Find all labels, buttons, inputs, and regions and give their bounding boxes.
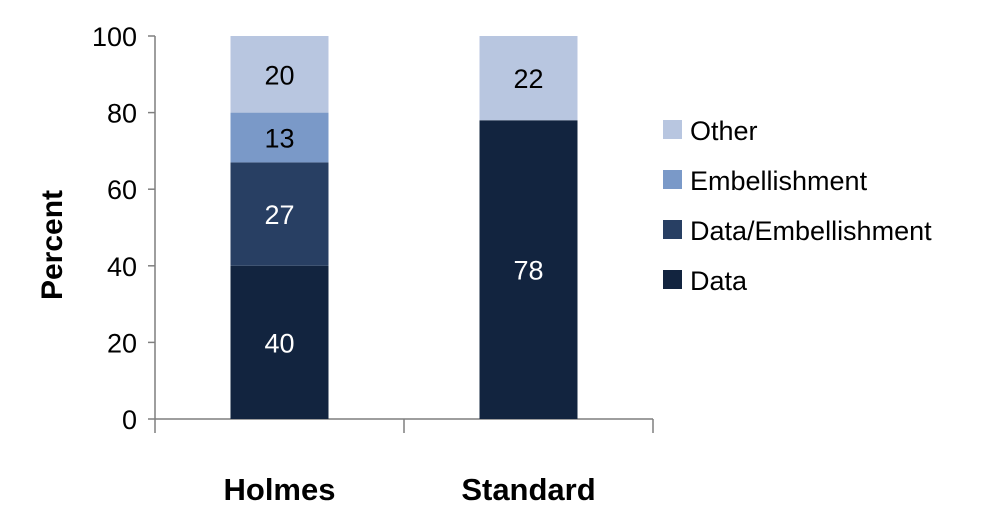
bar-segment bbox=[479, 120, 578, 419]
bar-segment bbox=[479, 36, 578, 121]
y-tick-label: 100 bbox=[92, 22, 137, 52]
y-axis: 0 20 40 60 80 100 bbox=[92, 22, 156, 435]
legend-swatch bbox=[663, 270, 682, 289]
data-label: 13 bbox=[264, 123, 294, 153]
x-axis: Holmes Standard bbox=[154, 418, 654, 507]
legend: Other Embellishment Data/Embellishment Data bbox=[663, 116, 932, 296]
bar-segment bbox=[230, 112, 329, 163]
x-tick-label: Holmes bbox=[224, 472, 336, 507]
y-axis-label: Percent bbox=[36, 190, 69, 300]
bars: 40 27 13 20 78 22 bbox=[230, 36, 578, 419]
legend-label: Data bbox=[690, 266, 748, 296]
legend-swatch bbox=[663, 120, 682, 139]
legend-label: Data/Embellishment bbox=[690, 216, 932, 246]
bar-segment bbox=[230, 36, 329, 113]
y-tick-label: 80 bbox=[107, 99, 137, 129]
bar-segment bbox=[230, 265, 329, 419]
y-tick-label: 0 bbox=[122, 405, 137, 435]
legend-swatch bbox=[663, 220, 682, 239]
y-tick-label: 40 bbox=[107, 252, 137, 282]
data-label: 78 bbox=[513, 256, 543, 286]
legend-swatch bbox=[663, 170, 682, 189]
data-label: 40 bbox=[264, 328, 294, 358]
legend-label: Other bbox=[690, 116, 758, 146]
legend-label: Embellishment bbox=[690, 166, 868, 196]
data-label: 22 bbox=[513, 64, 543, 94]
y-tick-label: 20 bbox=[107, 328, 137, 358]
bar-segment bbox=[230, 162, 329, 266]
y-tick-label: 60 bbox=[107, 175, 137, 205]
x-tick-label: Standard bbox=[461, 472, 595, 507]
data-label: 20 bbox=[264, 60, 294, 90]
data-label: 27 bbox=[264, 200, 294, 230]
